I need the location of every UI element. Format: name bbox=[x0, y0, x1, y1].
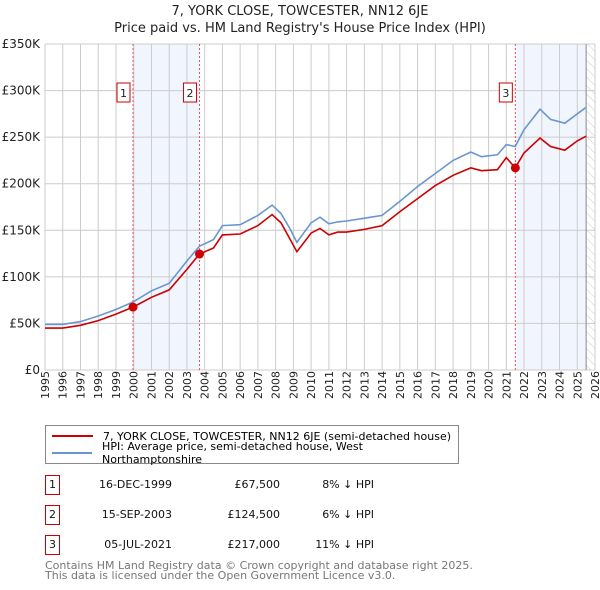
legend: 7, YORK CLOSE, TOWCESTER, NN12 6JE (semi… bbox=[45, 425, 459, 466]
x-tick-label: 2000 bbox=[128, 371, 141, 399]
x-tick-label: 2024 bbox=[554, 371, 567, 399]
transaction-marker: 1 bbox=[45, 475, 60, 495]
transaction-marker: 3 bbox=[45, 535, 60, 555]
x-tick-label: 2025 bbox=[571, 371, 584, 399]
sale-point bbox=[195, 249, 205, 259]
x-tick-label: 2010 bbox=[305, 371, 318, 399]
legend-item-price: 7, YORK CLOSE, TOWCESTER, NN12 6JE (semi… bbox=[46, 428, 451, 444]
x-tick-label: 1997 bbox=[74, 371, 87, 399]
legend-label: HPI: Average price, semi-detached house,… bbox=[102, 440, 363, 466]
transaction-price: £217,000 bbox=[227, 538, 281, 551]
x-tick-label: 2019 bbox=[465, 371, 478, 399]
x-tick-label: 2026 bbox=[589, 371, 600, 399]
forecast-hatch bbox=[586, 44, 595, 370]
sale-label-box bbox=[498, 82, 513, 103]
legend-item-hpi: HPI: Average price, semi-detached house,… bbox=[46, 440, 458, 466]
chart-title: 7, YORK CLOSE, TOWCESTER, NN12 6JE bbox=[171, 4, 429, 19]
x-tick-label: 2004 bbox=[199, 371, 212, 399]
transaction-price: £67,500 bbox=[234, 478, 281, 491]
x-tick-label: 2021 bbox=[500, 371, 513, 399]
x-tick-label: 2020 bbox=[483, 371, 496, 399]
legend-swatch bbox=[52, 452, 93, 454]
x-tick-label: 2002 bbox=[163, 371, 176, 399]
y-tick-label: £0 bbox=[25, 363, 40, 377]
x-tick-label: 2012 bbox=[341, 371, 354, 399]
x-tick-label: 2015 bbox=[394, 371, 407, 399]
x-tick-label: 2018 bbox=[447, 371, 460, 399]
x-tick-label: 2008 bbox=[270, 371, 283, 399]
transaction-hpi-diff: 8% ↓ HPI bbox=[322, 478, 374, 491]
transaction-date: 05-JUL-2021 bbox=[104, 538, 172, 551]
legend-swatch bbox=[52, 435, 93, 437]
transaction-date: 15-SEP-2003 bbox=[101, 508, 172, 521]
x-tick-label: 1995 bbox=[39, 371, 52, 399]
transaction-row: 1 16-DEC-1999 £67,500 8% ↓ HPI bbox=[45, 475, 465, 495]
x-tick-label: 2016 bbox=[412, 371, 425, 399]
x-tick-label: 1999 bbox=[110, 371, 123, 399]
x-tick-label: 1996 bbox=[57, 371, 70, 399]
hpi-line bbox=[45, 106, 587, 326]
x-tick-label: 1998 bbox=[92, 371, 105, 399]
x-tick-label: 2009 bbox=[287, 371, 300, 399]
x-tick-label: 2003 bbox=[181, 371, 194, 399]
transaction-row: 3 05-JUL-2021 £217,000 11% ↓ HPI bbox=[45, 535, 465, 555]
y-tick-label: £300K bbox=[2, 84, 42, 98]
sale-label: 1 bbox=[120, 87, 127, 100]
sale-point bbox=[128, 302, 138, 312]
shaded-period bbox=[515, 44, 587, 370]
footer: Contains HM Land Registry data © Crown c… bbox=[45, 559, 473, 582]
chart-subtitle: Price paid vs. HM Land Registry's House … bbox=[114, 21, 486, 36]
x-tick-label: 2014 bbox=[376, 371, 389, 399]
copyright-text: Contains HM Land Registry data © Crown c… bbox=[45, 559, 473, 572]
transaction-marker: 2 bbox=[45, 505, 60, 525]
y-tick-label: £250K bbox=[2, 130, 42, 144]
x-tick-label: 2011 bbox=[323, 371, 336, 399]
x-tick-label: 2006 bbox=[234, 371, 247, 399]
y-tick-label: £100K bbox=[2, 270, 42, 284]
transaction-row: 2 15-SEP-2003 £124,500 6% ↓ HPI bbox=[45, 505, 465, 525]
x-tick-label: 2001 bbox=[145, 371, 158, 399]
x-tick-label: 2023 bbox=[536, 371, 549, 399]
sale-label-box bbox=[116, 82, 131, 103]
transaction-hpi-diff: 11% ↓ HPI bbox=[315, 538, 374, 551]
x-tick-label: 2007 bbox=[252, 371, 265, 399]
sale-point bbox=[510, 163, 520, 173]
y-tick-label: £200K bbox=[2, 177, 42, 191]
sale-label-box bbox=[183, 82, 198, 103]
y-tick-label: £150K bbox=[2, 223, 42, 237]
plot-area: 1995 1996 1997 1998 1999 2000 2001 2002 2003 2004… bbox=[2, 37, 600, 399]
price_paid-line bbox=[45, 135, 587, 329]
licence-text: This data is licensed under the Open Gov… bbox=[45, 569, 396, 582]
x-tick-label: 2022 bbox=[518, 371, 531, 399]
transaction-date: 16-DEC-1999 bbox=[98, 478, 172, 491]
y-tick-label: £350K bbox=[2, 37, 42, 51]
sale-label: 2 bbox=[187, 87, 194, 100]
x-tick-label: 2017 bbox=[429, 371, 442, 399]
transaction-price: £124,500 bbox=[227, 508, 281, 521]
sale-label: 3 bbox=[502, 87, 509, 100]
y-tick-label: £50K bbox=[9, 316, 41, 330]
x-tick-label: 2013 bbox=[358, 371, 371, 399]
transaction-hpi-diff: 6% ↓ HPI bbox=[322, 508, 374, 521]
legend-label: 7, YORK CLOSE, TOWCESTER, NN12 6JE (semi… bbox=[103, 429, 451, 443]
x-tick-label: 2005 bbox=[216, 371, 229, 399]
